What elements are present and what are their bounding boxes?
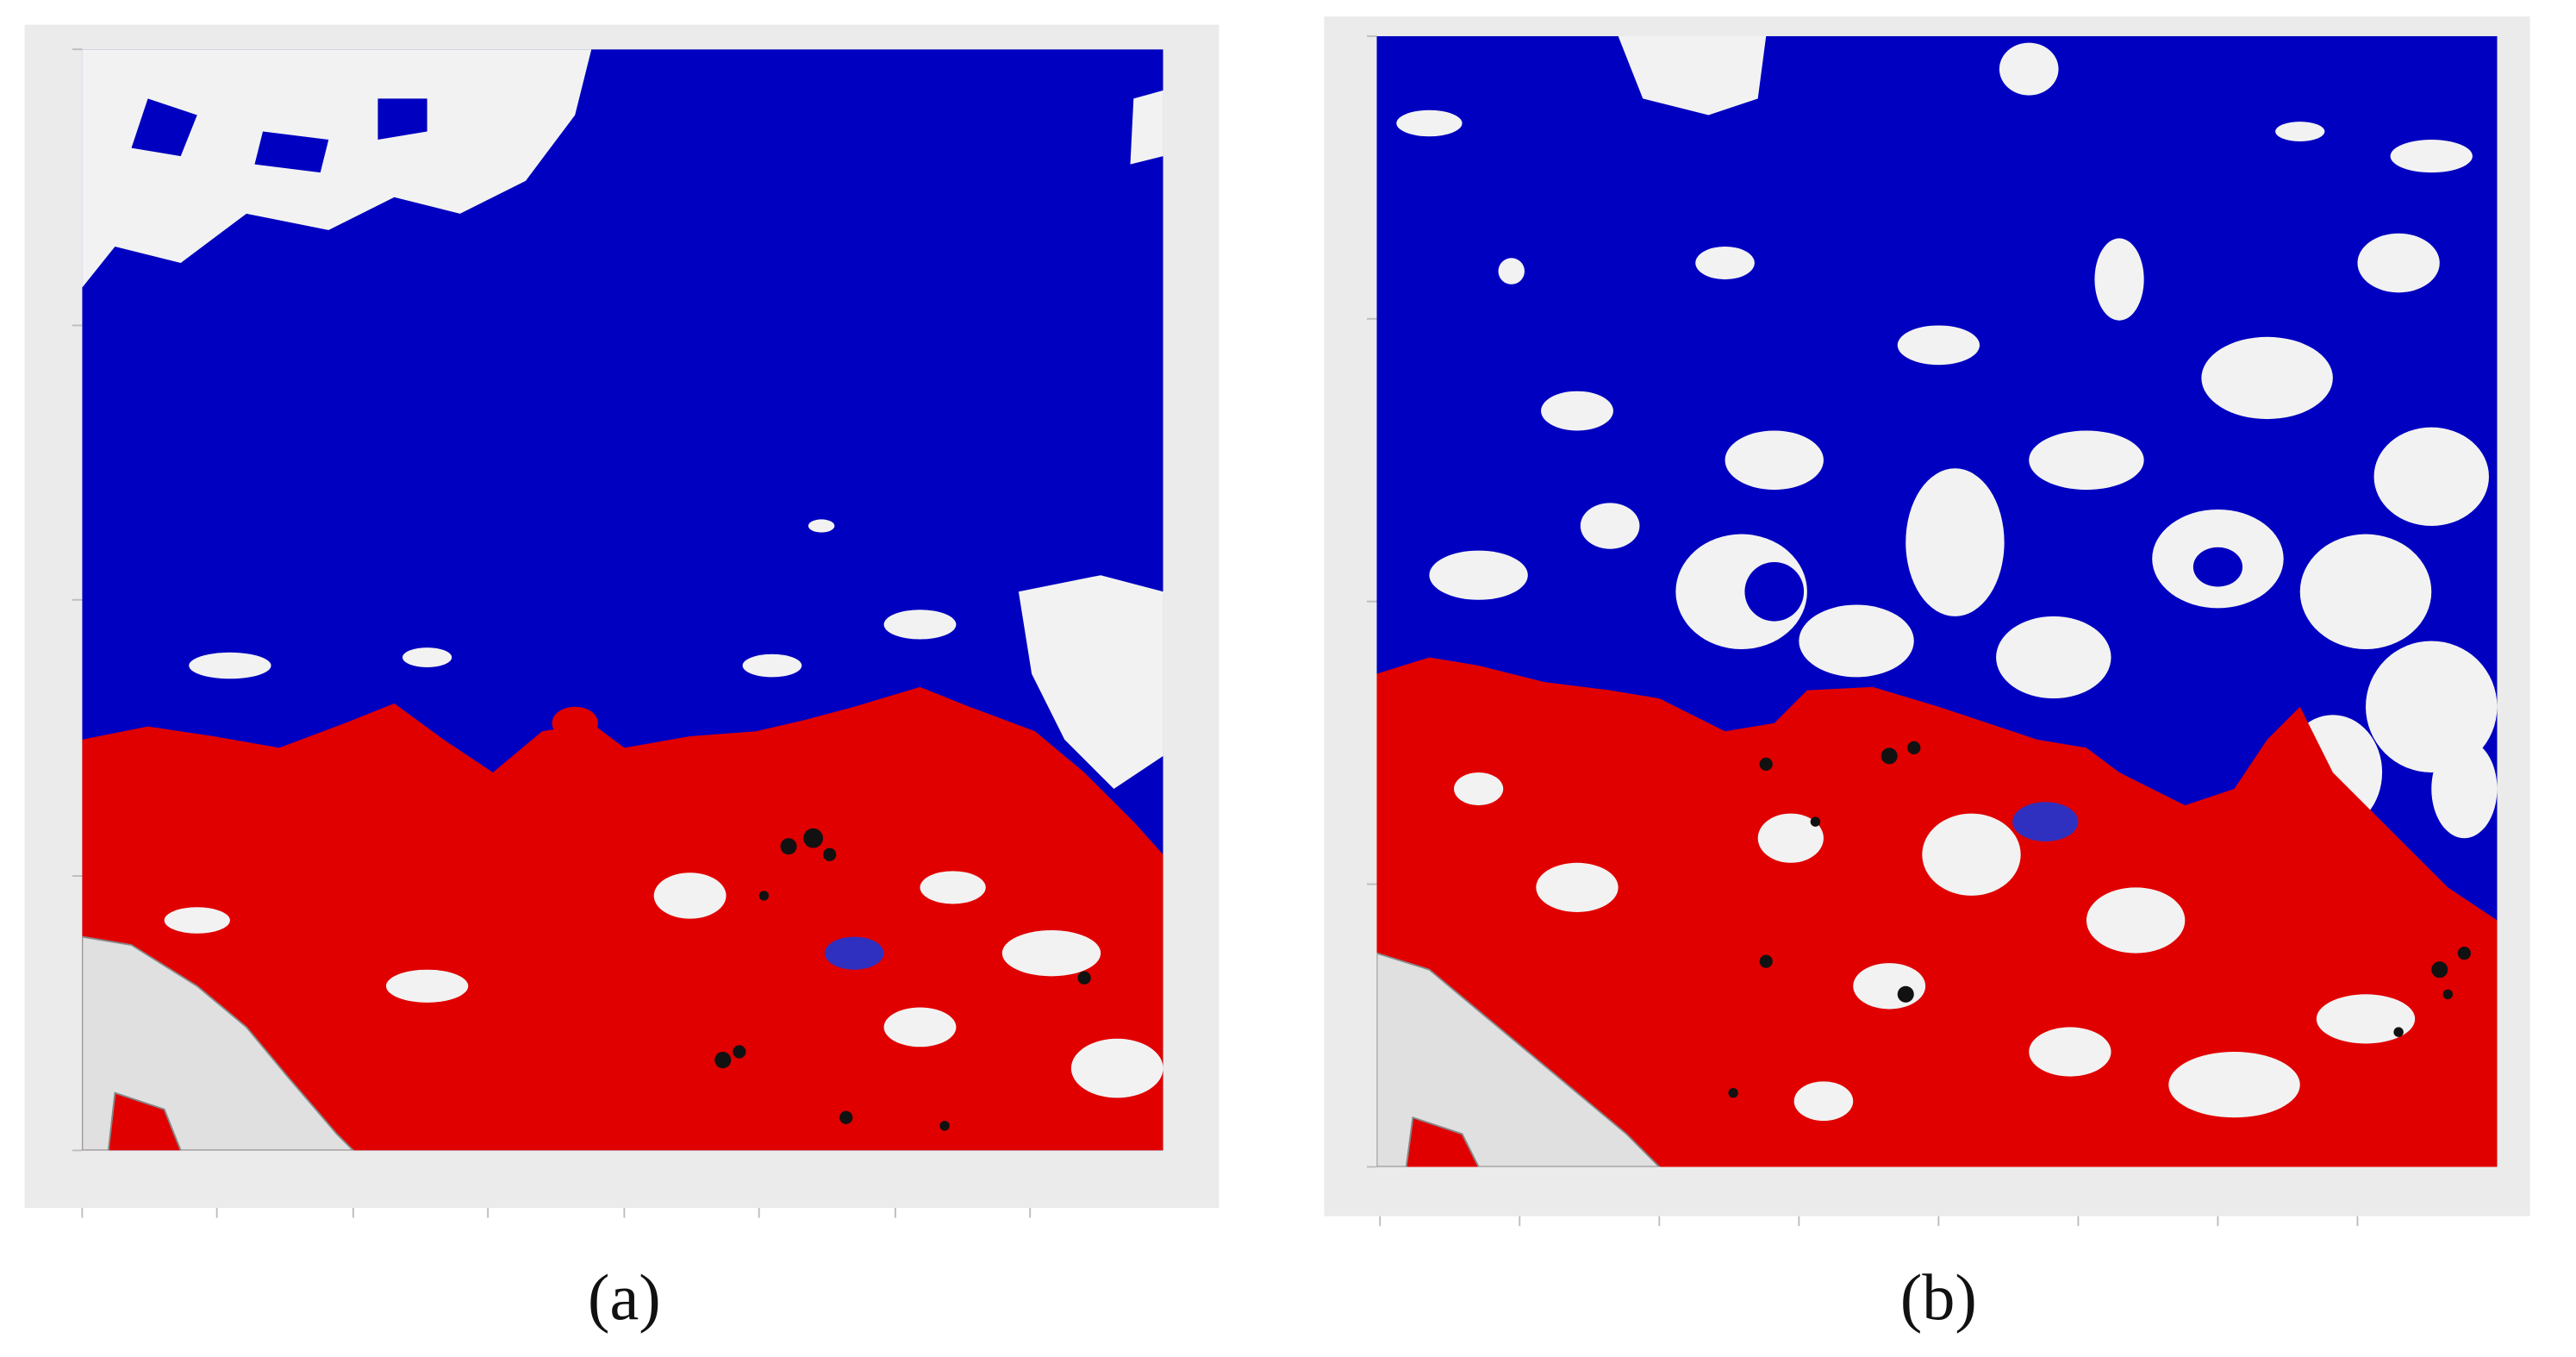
map-b-shape-shape: [2029, 1027, 2111, 1077]
map-a-shape: [189, 652, 271, 679]
panel-a: (a): [24, 24, 1219, 1335]
map-a-shape-shape: [823, 847, 837, 861]
map-b-shape-shape: [1618, 35, 1767, 116]
map-a-shape-shape: [803, 828, 824, 848]
map-b-shape-shape: [1996, 616, 2111, 699]
map-b-shape-shape: [2431, 961, 2448, 979]
map-a-shape: [1070, 1038, 1163, 1098]
map-b-shape-shape: [1759, 954, 1773, 968]
map-b-shape-shape: [1580, 503, 1640, 549]
map-a-shape: [653, 872, 727, 919]
map-b-shape-shape: [1897, 325, 1980, 366]
map-b-shape-shape: [1757, 813, 1824, 863]
map-b-shape-shape: [1907, 741, 1921, 754]
map-b-shape-shape: [2029, 430, 2144, 491]
axis-ticks: [1367, 34, 2359, 1227]
axis-ticks: [72, 48, 1032, 1218]
map-b-shape-shape: [1810, 816, 1821, 827]
panel-b: (b): [1324, 16, 2530, 1335]
map-b-shape-shape: [2316, 994, 2416, 1044]
map-b-shape-shape: [1793, 1081, 1854, 1122]
map-b-shape-shape: [1536, 862, 1619, 912]
map-a-shape: [131, 98, 427, 173]
map-a-shape-shape: [1077, 971, 1091, 985]
map-b-shape-shape: [1999, 42, 2059, 96]
map-b-shape-shape: [2299, 534, 2432, 649]
map-b-shape-shape: [2094, 238, 2144, 321]
map-b-shape-shape: [1695, 246, 1755, 280]
map-b-shape-shape: [1396, 109, 1463, 137]
map-b-shape-shape: [1429, 550, 1528, 600]
map-a-shape: [402, 647, 452, 667]
map-b-shape-shape: [2373, 427, 2489, 527]
map-b-shape-shape: [1541, 391, 1613, 431]
map-a-shape-shape: [939, 1121, 950, 1131]
map-b-shape-shape: [1725, 430, 1824, 491]
map-a-shape: [82, 935, 355, 1151]
map-b-shape-shape: [1799, 604, 1914, 678]
map-a-shape-shape: [758, 891, 770, 901]
map-b-shape-shape: [1498, 258, 1525, 285]
map-a-shape: [82, 49, 592, 288]
map-b-shape-shape: [2393, 1027, 2404, 1037]
panel-label: (b): [1900, 1262, 1977, 1335]
map-a-shape: [164, 907, 230, 934]
map-b-shape-shape: [2168, 1052, 2300, 1118]
map-a-shape: [1018, 90, 1163, 790]
map-a-shape: [1001, 929, 1101, 977]
map-b-shape-shape: [2442, 989, 2454, 1000]
map-a-shape: [883, 610, 957, 640]
map-a-shape: [742, 653, 802, 678]
map-b-shape-shape: [2390, 140, 2473, 173]
map-a-shape-shape: [714, 1052, 732, 1069]
map-b-shape: [1744, 561, 1805, 622]
map-b: [1376, 35, 2498, 1167]
map-a-shape-shape: [733, 1045, 746, 1059]
map-a-shape-shape: [839, 1110, 853, 1124]
map-b-shape-shape: [1922, 813, 2021, 896]
map-b-shape-shape: [1728, 1087, 1738, 1098]
map-b-shape-shape: [1454, 772, 1504, 806]
map-b-shape: [1376, 952, 1661, 1167]
map-b-shape-shape: [2357, 233, 2440, 293]
map-b-shape: [1396, 35, 2498, 830]
map-a-shape-shape: [780, 838, 797, 855]
map-b-shape-shape: [2275, 122, 2325, 141]
map-b-shape-shape: [1759, 757, 1773, 772]
map-a-shape: [552, 706, 598, 740]
map-a-shape: [920, 871, 986, 904]
map-a: [82, 49, 1163, 1151]
map-a-shape: [714, 828, 1091, 1131]
map-b-shape: [2192, 547, 2243, 587]
map-a-shape: [385, 969, 469, 1003]
map-b-shape-shape: [1853, 963, 1926, 1010]
map-b-shape-shape: [2201, 336, 2333, 420]
map-b-shape: [1376, 657, 2498, 1167]
map-b-shape-shape: [2457, 947, 2471, 960]
panel-label: (a): [588, 1262, 661, 1335]
map-b-shape-shape: [1881, 747, 1898, 765]
map-b-shape: [2012, 802, 2079, 842]
map-a-shape: [808, 519, 835, 533]
map-b-shape-shape: [2086, 887, 2186, 954]
map-b-shape-shape: [1897, 985, 1914, 1003]
map-b-shape: [1454, 739, 2498, 1122]
map-b-shape-shape: [1905, 468, 2005, 616]
map-a-shape: [824, 936, 884, 970]
map-b-shape: [1728, 741, 2471, 1098]
map-b-shape-shape: [2431, 739, 2498, 839]
map-a-shape: [883, 1007, 957, 1047]
